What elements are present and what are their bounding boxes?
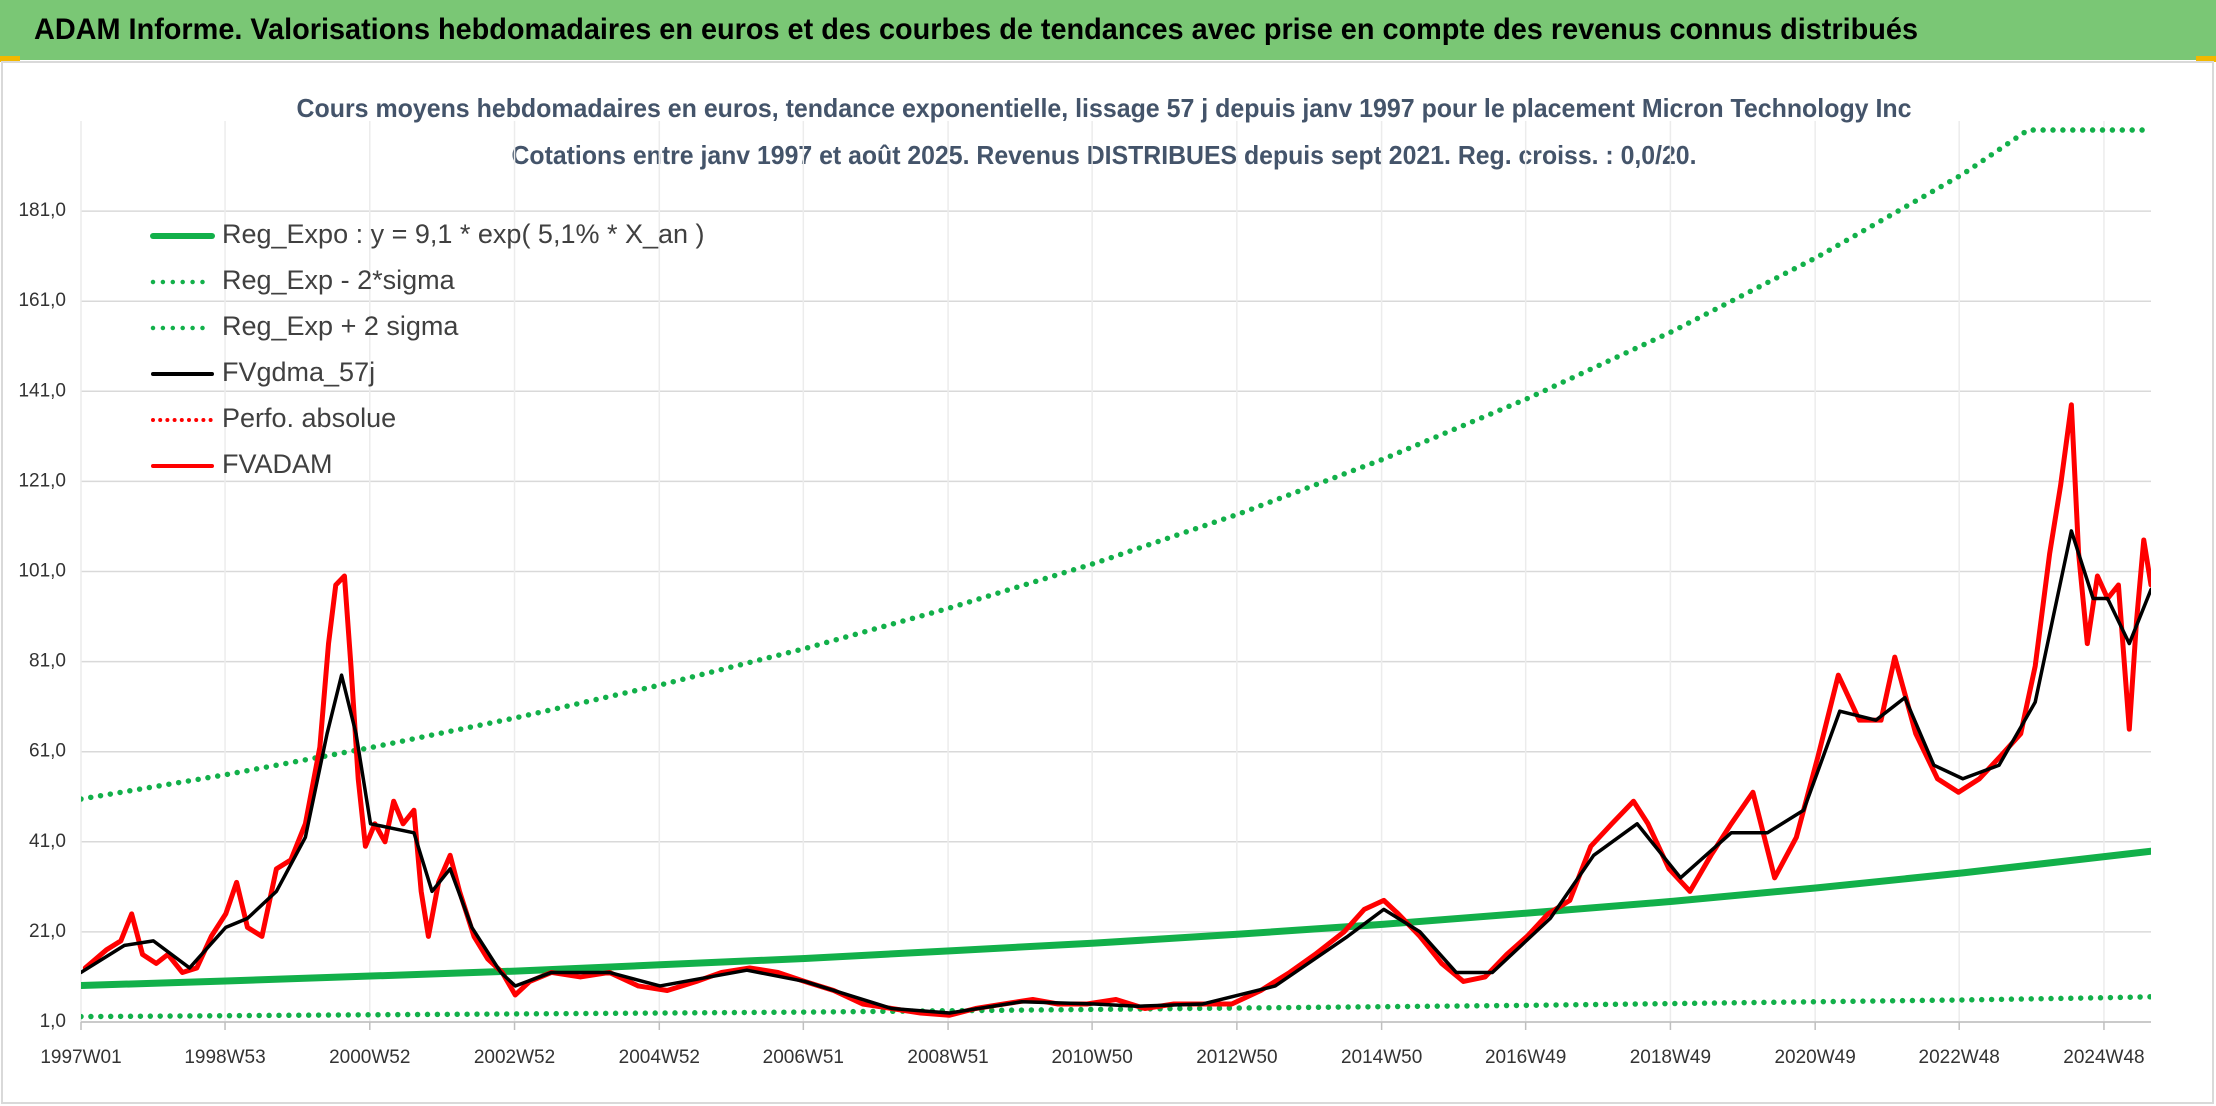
y-tick-label: 141,0 — [18, 380, 66, 401]
x-tick-label: 1997W01 — [40, 1047, 121, 1068]
corner-mark — [0, 56, 20, 62]
x-tick-label: 2024W48 — [2063, 1047, 2144, 1068]
x-tick-label: 2000W52 — [329, 1047, 410, 1068]
x-tick-label: 2008W51 — [907, 1047, 988, 1068]
series-line — [81, 847, 2151, 990]
legend-label: Perfo. absolue — [222, 403, 396, 433]
header-bar — [0, 0, 2216, 60]
y-tick-label: 61,0 — [29, 741, 66, 762]
series-line — [81, 127, 2151, 802]
chart-title: Cours moyens hebdomadaires en euros, ten… — [297, 93, 1912, 123]
x-tick-label: 2022W48 — [1919, 1047, 2000, 1068]
legend-label: FVADAM — [222, 449, 333, 479]
x-tick-label: 2002W52 — [474, 1047, 555, 1068]
y-tick-label: 21,0 — [29, 921, 66, 942]
x-tick-label: 2014W50 — [1341, 1047, 1422, 1068]
x-tick-label: 1998W53 — [184, 1047, 265, 1068]
legend-label: Reg_Exp + 2 sigma — [222, 311, 459, 341]
y-tick-label: 161,0 — [18, 290, 66, 311]
legend-label: FVgdma_57j — [222, 357, 375, 387]
x-tick-label: 2012W50 — [1196, 1047, 1277, 1068]
corner-mark — [2196, 56, 2216, 62]
y-tick-label: 41,0 — [29, 831, 66, 852]
chart-subtitle: Cotations entre janv 1997 et août 2025. … — [512, 140, 1697, 170]
y-tick-label: 1,0 — [40, 1011, 66, 1032]
legend-label: Reg_Exp - 2*sigma — [222, 265, 456, 295]
x-tick-label: 2010W50 — [1051, 1047, 1132, 1068]
x-tick-label: 2004W52 — [619, 1047, 700, 1068]
y-tick-label: 121,0 — [18, 470, 66, 491]
y-tick-label: 101,0 — [18, 561, 66, 582]
y-tick-label: 181,0 — [18, 200, 66, 221]
legend-label: Reg_Expo : y = 9,1 * exp( 5,1% * X_an ) — [222, 219, 705, 249]
series-line — [81, 529, 2151, 1015]
x-tick-label: 2020W49 — [1774, 1047, 1855, 1068]
y-tick-label: 81,0 — [29, 651, 66, 672]
x-tick-label: 2006W51 — [763, 1047, 844, 1068]
series-line — [81, 994, 2151, 1020]
header-title: ADAM Informe. Valorisations hebdomadaire… — [34, 13, 1918, 46]
x-tick-label: 2018W49 — [1630, 1047, 1711, 1068]
x-tick-label: 2016W49 — [1485, 1047, 1566, 1068]
